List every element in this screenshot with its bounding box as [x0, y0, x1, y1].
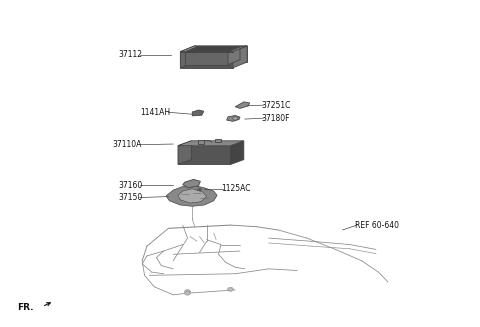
Text: 37180F: 37180F [262, 113, 290, 123]
Polygon shape [178, 141, 192, 164]
Polygon shape [198, 140, 204, 144]
Circle shape [233, 117, 238, 120]
Polygon shape [185, 47, 240, 52]
Text: 37160: 37160 [118, 181, 142, 190]
Text: FR.: FR. [17, 303, 33, 312]
Polygon shape [195, 46, 247, 62]
Text: 37112: 37112 [118, 50, 142, 60]
Text: 37110A: 37110A [113, 140, 142, 149]
Polygon shape [185, 52, 228, 65]
Polygon shape [178, 141, 244, 146]
Polygon shape [228, 46, 247, 52]
Polygon shape [178, 189, 206, 203]
Polygon shape [180, 46, 195, 68]
Polygon shape [192, 110, 204, 116]
Circle shape [185, 290, 191, 294]
Polygon shape [180, 52, 233, 68]
Text: 1125AC: 1125AC [221, 184, 251, 193]
Circle shape [185, 291, 191, 295]
Polygon shape [178, 146, 230, 164]
Text: 37251C: 37251C [262, 101, 291, 110]
Circle shape [198, 188, 201, 191]
Polygon shape [183, 180, 200, 188]
Circle shape [228, 287, 233, 291]
Polygon shape [166, 185, 217, 206]
Polygon shape [230, 141, 244, 164]
Polygon shape [233, 46, 247, 68]
Polygon shape [235, 102, 250, 108]
Text: REF 60-640: REF 60-640 [355, 221, 398, 230]
Text: 37150: 37150 [118, 193, 142, 202]
Polygon shape [180, 46, 197, 52]
Polygon shape [227, 115, 240, 121]
Polygon shape [228, 47, 240, 65]
Text: 1141AH: 1141AH [141, 108, 171, 117]
Polygon shape [215, 139, 221, 142]
Polygon shape [195, 46, 247, 47]
